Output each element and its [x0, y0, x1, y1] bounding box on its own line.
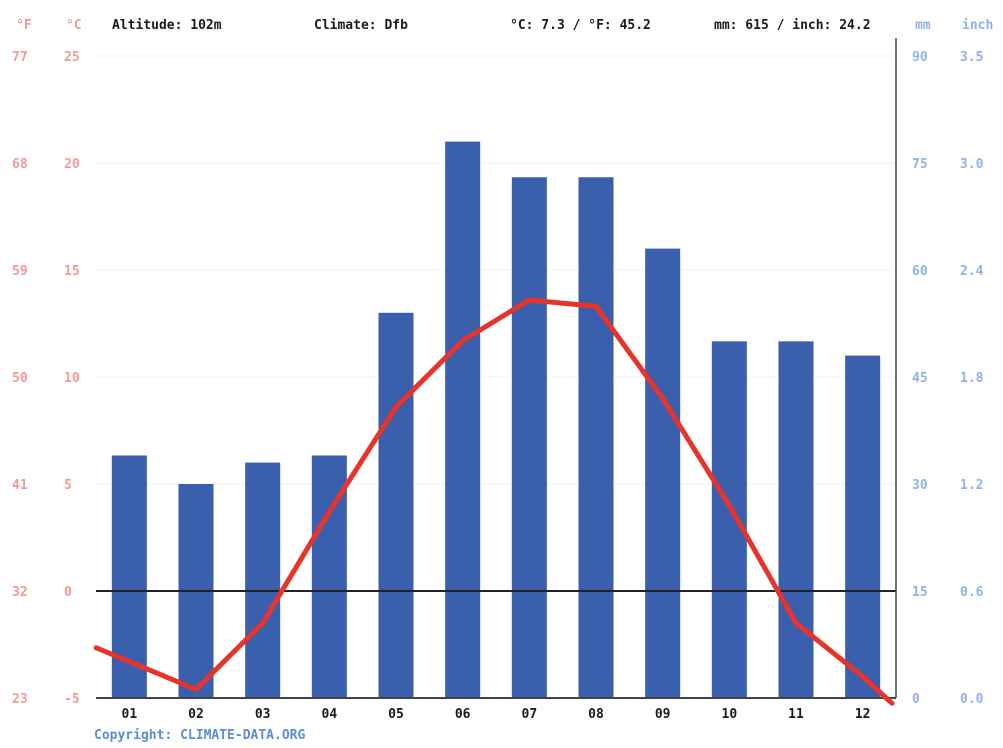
inch-tick-label: 2.4: [960, 264, 984, 279]
precipitation-bar: [445, 141, 481, 699]
precipitation-bar: [711, 341, 747, 698]
celsius-unit-label: °C: [66, 18, 82, 33]
temperature-line: [93, 297, 895, 706]
mm-tick-label: 45: [912, 371, 928, 386]
celsius-tick-label: 25: [64, 50, 80, 65]
inch-tick-label: 3.5: [960, 50, 983, 65]
fahrenheit-tick-label: 32: [12, 585, 28, 600]
inch-tick-label: 1.2: [960, 478, 983, 493]
celsius-tick-label: 10: [64, 371, 80, 386]
fahrenheit-tick-label: 50: [12, 371, 28, 386]
precipitation-bar: [845, 355, 881, 698]
month-label: 10: [722, 707, 738, 722]
copyright-label: Copyright: CLIMATE-DATA.ORG: [94, 728, 305, 743]
inch-unit-label: inch: [962, 18, 993, 33]
mm-tick-label: 0: [912, 692, 920, 707]
mm-tick-label: 30: [912, 478, 928, 493]
fahrenheit-tick-label: 68: [12, 157, 28, 172]
precipitation-bar: [378, 312, 414, 698]
climate-label: Climate: Dfb: [314, 18, 408, 33]
month-label: 02: [188, 707, 204, 722]
mm-unit-label: mm: [915, 18, 931, 33]
inch-tick-label: 0.6: [960, 585, 984, 600]
altitude-label: Altitude: 102m: [112, 18, 222, 33]
month-labels: 01 02 03 04 05 06 07 08 09 10 11 12: [122, 707, 871, 722]
month-label: 09: [655, 707, 671, 722]
inch-tick-label: 3.0: [960, 157, 984, 172]
mm-tick-label: 60: [912, 264, 928, 279]
precipitation-bars: [111, 141, 881, 699]
temperature-average-label: °C: 7.3 / °F: 45.2: [510, 18, 651, 33]
precipitation-bar: [778, 341, 814, 698]
precipitation-total-label: mm: 615 / inch: 24.2: [714, 18, 871, 33]
inch-tick-label: 0.0: [960, 692, 984, 707]
celsius-tick-label: -5: [64, 692, 80, 707]
month-label: 11: [788, 707, 804, 722]
month-label: 05: [388, 707, 404, 722]
inch-tick-label: 1.8: [960, 371, 984, 386]
fahrenheit-tick-label: 77: [12, 50, 28, 65]
month-label: 03: [255, 707, 271, 722]
month-label: 12: [855, 707, 871, 722]
precipitation-bar: [645, 248, 681, 698]
mm-tick-label: 90: [912, 50, 928, 65]
precipitation-bar: [578, 177, 614, 698]
grid-lines: [96, 55, 896, 699]
precipitation-bar: [511, 177, 547, 698]
celsius-tick-label: 20: [64, 157, 80, 172]
celsius-tick-label: 5: [64, 478, 72, 493]
precipitation-bar: [245, 462, 281, 698]
fahrenheit-tick-label: 59: [12, 264, 28, 279]
fahrenheit-unit-label: °F: [16, 18, 32, 33]
axis-tick-labels: 77 25 90 3.5 68 20 75 3.0 59 15 60 2.4 50 10 45 1.8 41 5 3…: [12, 50, 984, 707]
month-label: 08: [588, 707, 604, 722]
fahrenheit-tick-label: 23: [12, 692, 28, 707]
celsius-tick-label: 0: [64, 585, 72, 600]
mm-tick-label: 15: [912, 585, 928, 600]
fahrenheit-tick-label: 41: [12, 478, 28, 493]
month-label: 01: [122, 707, 138, 722]
celsius-tick-label: 15: [64, 264, 80, 279]
mm-tick-label: 75: [912, 157, 928, 172]
month-label: 07: [522, 707, 538, 722]
month-label: 06: [455, 707, 471, 722]
month-label: 04: [322, 707, 338, 722]
